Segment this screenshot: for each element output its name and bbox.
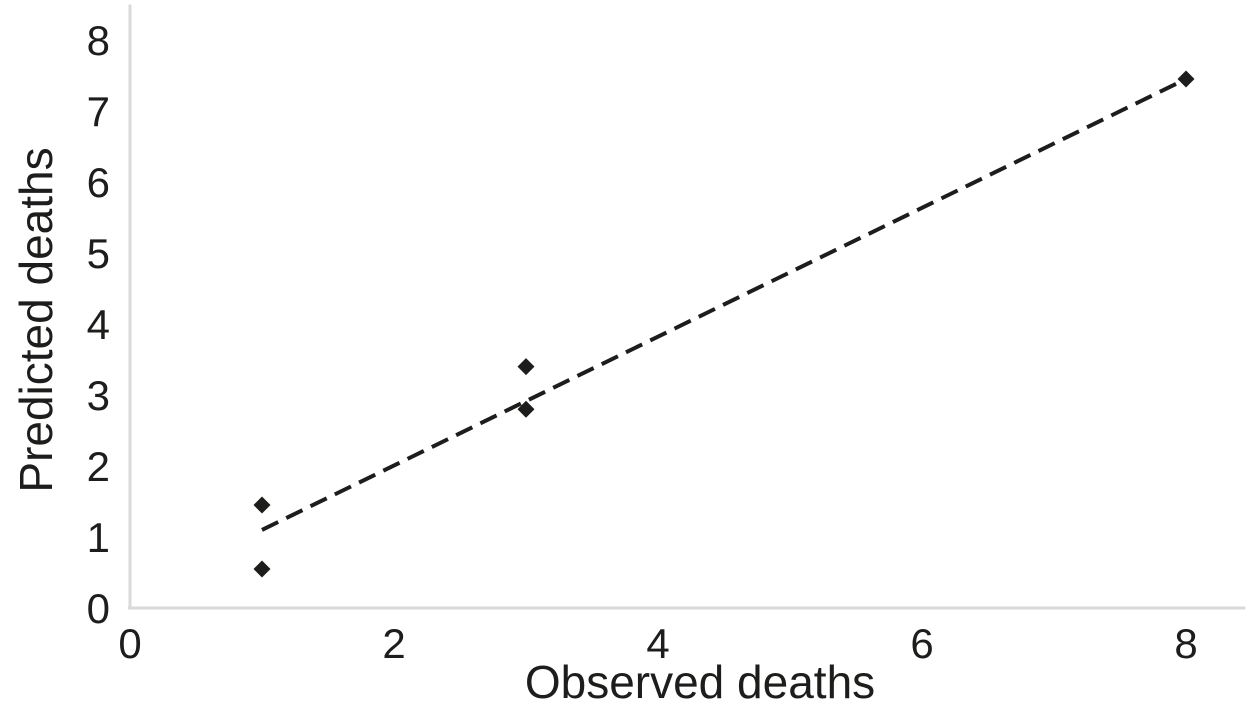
data-point [253,496,271,514]
data-point [1177,70,1195,88]
series-layer [253,70,1195,578]
ticks-layer: 0 1 2 3 4 5 6 7 8 0 2 4 6 8 [87,17,1198,667]
x-tick-label: 4 [646,620,669,667]
y-tick-label: 0 [87,585,110,632]
axes-layer [128,4,1246,610]
trend-line [261,77,1187,532]
y-tick-label: 2 [87,443,110,490]
x-axis-title: Observed deaths [525,656,875,708]
x-tick-label: 0 [118,620,141,667]
y-tick-label: 3 [87,372,110,419]
data-point [517,358,535,376]
data-point [517,400,535,418]
y-tick-label: 1 [87,514,110,561]
data-point [253,560,271,578]
y-tick-label: 6 [87,159,110,206]
y-tick-label: 5 [87,230,110,277]
x-tick-label: 6 [910,620,933,667]
x-tick-label: 8 [1174,620,1197,667]
y-axis-title: Predicted deaths [10,147,62,492]
x-tick-label: 2 [382,620,405,667]
y-tick-label: 8 [87,17,110,64]
y-tick-label: 7 [87,88,110,135]
y-tick-label: 4 [87,301,110,348]
